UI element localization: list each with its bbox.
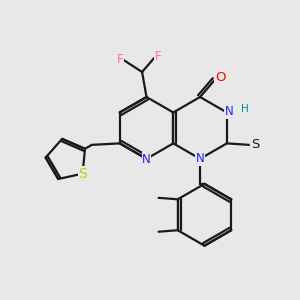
- Text: F: F: [155, 50, 162, 63]
- Text: F: F: [117, 53, 123, 66]
- Text: S: S: [251, 138, 260, 151]
- Text: N: N: [196, 152, 204, 165]
- Text: S: S: [78, 167, 87, 181]
- Text: O: O: [215, 71, 225, 84]
- Text: N: N: [225, 105, 234, 119]
- Text: H: H: [241, 104, 249, 114]
- Text: N: N: [142, 153, 151, 166]
